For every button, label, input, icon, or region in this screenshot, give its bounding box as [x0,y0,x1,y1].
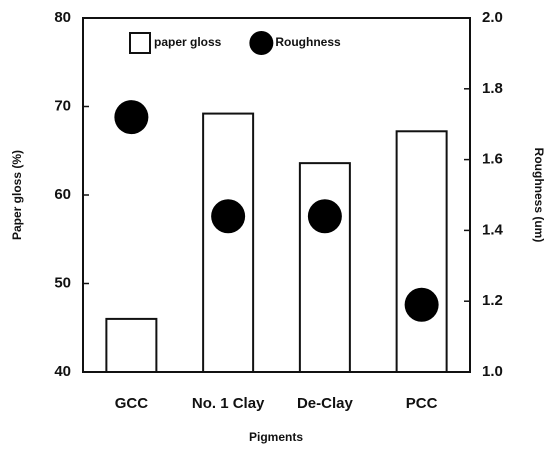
y-tick-label: 50 [54,274,71,291]
y2-tick-label: 2.0 [482,9,503,26]
y2-tick-label: 1.6 [482,151,503,168]
legend-label: Roughness [275,35,341,49]
y-axis-label: Paper gloss (%) [10,150,24,240]
y2-axis-label: Roughness (um) [532,148,546,243]
y2-tick-label: 1.8 [482,80,503,97]
bar [202,112,255,374]
point [211,199,246,234]
bar [298,162,351,373]
y2-tick-label: 1.4 [482,221,504,238]
point [307,199,342,234]
point [114,100,149,135]
x-tick-label: No. 1 Clay [192,395,265,412]
bar [105,317,158,373]
y-tick-label: 70 [54,97,71,114]
legend-swatch [129,32,151,54]
point [404,287,439,322]
x-axis-label: Pigments [249,430,303,444]
y2-tick-label: 1.2 [482,292,503,309]
y-tick-label: 80 [54,9,71,26]
x-tick-label: De-Clay [297,395,354,412]
plot-frame [82,17,471,373]
y2-tick-label: 1.0 [482,363,503,380]
y-tick-label: 60 [54,186,71,203]
x-tick-label: GCC [115,395,149,412]
legend-swatch [249,31,274,55]
legend-label: paper gloss [154,35,222,49]
x-tick-label: PCC [406,395,438,412]
bar [395,130,448,373]
y-tick-label: 40 [54,363,71,380]
